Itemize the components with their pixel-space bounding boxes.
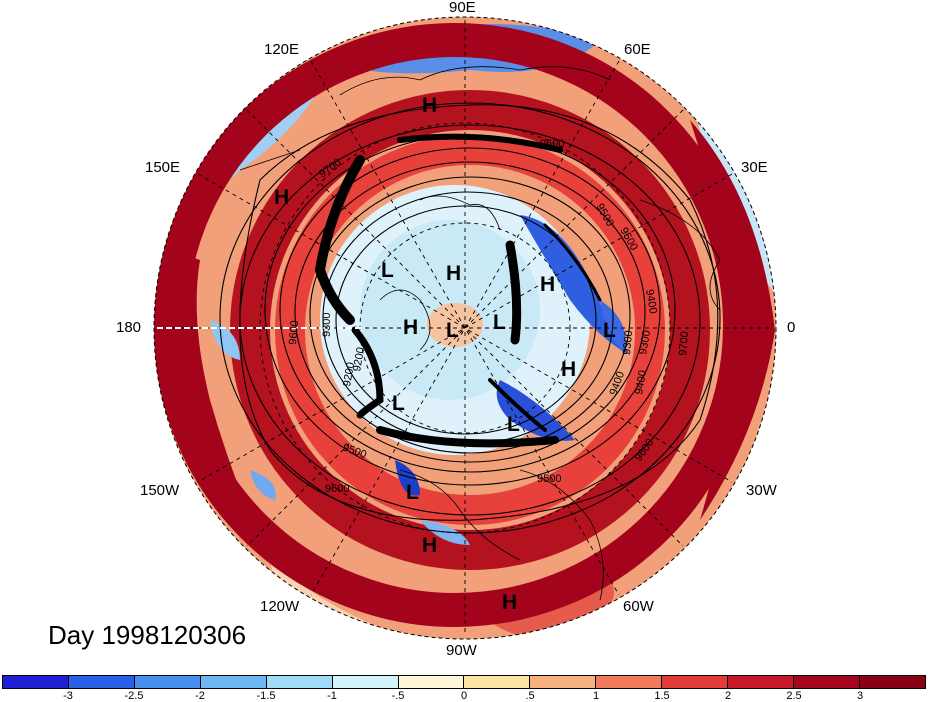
colorbar-swatch — [464, 676, 531, 688]
lon-label-60w: 60W — [623, 598, 654, 615]
colorbar-swatch — [728, 676, 795, 688]
colorbar-swatch — [332, 676, 399, 688]
colorbar-swatch — [200, 676, 267, 688]
map-boundary — [153, 16, 777, 640]
colorbar-tick-label: 2 — [724, 690, 732, 702]
contour-label: 9300 — [637, 329, 653, 355]
colorbar-swatch — [68, 676, 135, 688]
lon-label-90e: 90E — [449, 0, 476, 16]
colorbar-tick-label: -3 — [63, 690, 73, 702]
colorbar-swatch — [134, 676, 201, 688]
map-disc — [154, 17, 776, 639]
pressure-center: H — [502, 591, 517, 614]
colorbar-tick-label: 1 — [592, 690, 600, 702]
lon-label-120w: 120W — [260, 598, 300, 615]
contour-label: 9600 — [325, 483, 349, 495]
day-label: Day 1998120306 — [48, 620, 247, 650]
pressure-center: L — [381, 259, 394, 282]
lon-label-150e: 150E — [145, 159, 181, 176]
contour-label: 9300 — [621, 330, 635, 355]
contour-label: 9300 — [321, 313, 333, 337]
colorbar-tick-label: -1 — [327, 690, 337, 702]
contour-label: 9200 — [341, 361, 357, 387]
colorbar-swatch — [3, 676, 69, 688]
colorbar-tick-label: 3 — [856, 690, 864, 702]
colorbar-tick-label: -1.5 — [256, 690, 276, 702]
pressure-center: H — [422, 534, 437, 557]
lon-label-90w: 90W — [446, 642, 477, 659]
colorbar-swatch — [859, 676, 925, 688]
colorbar-tick-label: 1.5 — [654, 690, 670, 702]
colorbar-swatch — [596, 676, 663, 688]
colorbar-tick-label: 0 — [460, 690, 468, 702]
lon-label-0: 0 — [787, 319, 796, 336]
contour-label: 9500 — [537, 473, 561, 485]
pressure-center: L — [493, 311, 506, 334]
pressure-center: H — [422, 94, 437, 117]
contour-label: 9600 — [540, 138, 564, 150]
colorbar — [2, 675, 926, 689]
pressure-center: L — [603, 319, 616, 342]
colorbar-swatch — [398, 676, 465, 688]
contour-label: 9600 — [287, 320, 301, 345]
colorbar-tick-label: -2.5 — [124, 690, 144, 702]
contour-label: 9200 — [351, 346, 367, 372]
pressure-center: H — [561, 358, 576, 381]
colorbar-tick-label: 2.5 — [786, 690, 802, 702]
pressure-center: H — [446, 262, 461, 285]
pressure-center: H — [540, 273, 555, 296]
contour-label: 9400 — [643, 288, 659, 314]
pressure-center: L — [406, 481, 419, 504]
lon-label-150w: 150W — [140, 482, 180, 499]
colorbar-swatch — [794, 676, 860, 688]
colorbar-tick-label: -2 — [195, 690, 205, 702]
pressure-center: L — [446, 319, 459, 342]
pressure-center: L — [507, 413, 520, 436]
contour-label: 9400 — [633, 369, 649, 395]
lon-label-30e: 30E — [741, 159, 768, 176]
colorbar-swatch — [662, 676, 729, 688]
colorbar-swatch — [530, 676, 597, 688]
colorbar-tick-label: -.5 — [391, 690, 405, 702]
colorbar-tick-label: .5 — [525, 690, 535, 702]
contour-labels: 9700 9600 9500 9400 9300 9200 9300 9400 … — [287, 138, 691, 495]
pressure-centers: H H L H H L L L H L H L L H H — [274, 94, 616, 614]
colorbar-swatch — [266, 676, 333, 688]
lon-label-30w: 30W — [746, 482, 777, 499]
lon-label-60e: 60E — [624, 41, 651, 58]
pressure-center: H — [274, 186, 289, 209]
lon-label-180: 180 — [116, 319, 142, 336]
pressure-center: H — [403, 316, 418, 339]
lon-label-120e: 120E — [264, 41, 300, 58]
pressure-center: L — [392, 392, 405, 415]
contour-label: 9700 — [677, 331, 691, 356]
